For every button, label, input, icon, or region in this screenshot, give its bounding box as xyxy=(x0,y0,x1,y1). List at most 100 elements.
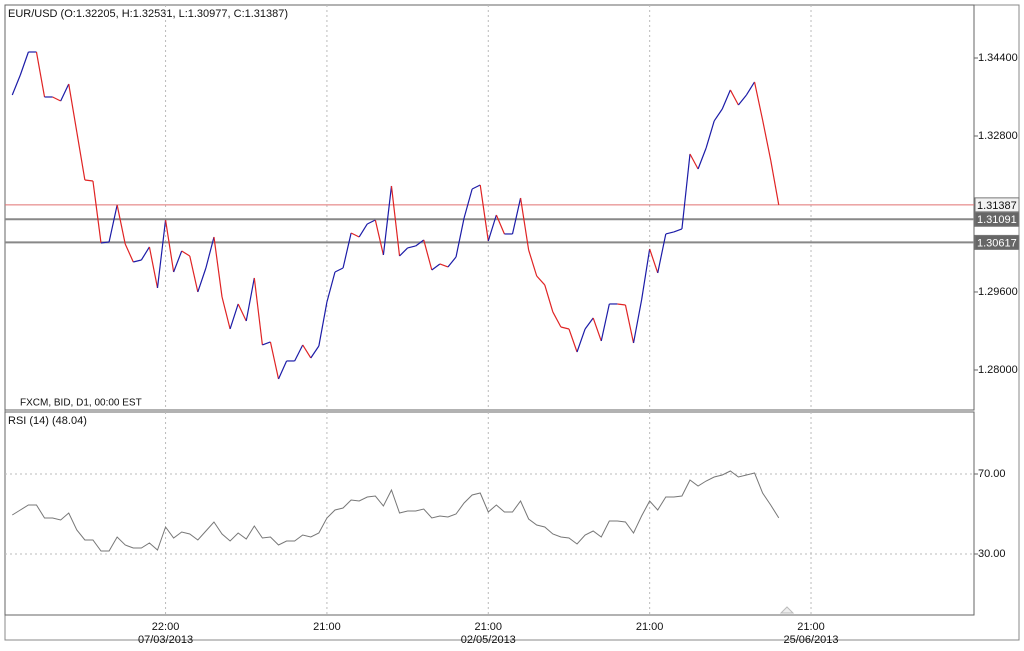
price-segment xyxy=(423,239,433,271)
price-segment xyxy=(617,303,626,306)
price-segment xyxy=(302,344,312,359)
price-segment xyxy=(762,119,772,161)
price-segment xyxy=(729,89,739,106)
x-tick-label: 21:00 xyxy=(797,621,825,633)
x-date-label: 07/03/2013 xyxy=(138,634,193,646)
price-segment xyxy=(479,184,489,242)
price-segment xyxy=(35,51,46,98)
price-segment xyxy=(156,219,167,289)
y-tick-label: 1.32800 xyxy=(978,130,1018,142)
price-segment xyxy=(334,267,344,273)
price-segment xyxy=(366,219,376,225)
price-segment xyxy=(576,328,586,353)
price-segment xyxy=(431,263,441,271)
price-segment xyxy=(649,248,659,274)
price-segment xyxy=(68,83,78,133)
level-tag xyxy=(974,234,1020,250)
rsi-line xyxy=(11,470,780,552)
price-segment xyxy=(657,233,667,274)
price-segment xyxy=(84,179,94,182)
price-segment xyxy=(358,223,368,238)
price-segment xyxy=(350,232,360,238)
rsi-title: RSI (14) (48.04) xyxy=(8,415,87,427)
chart-title: EUR/USD (O:1.32205, H:1.32531, L:1.30977… xyxy=(8,8,288,20)
price-segment xyxy=(487,214,497,242)
price-segment xyxy=(124,243,134,263)
price-segment xyxy=(560,326,570,330)
rsi-panel xyxy=(4,411,975,616)
price-segment xyxy=(568,328,578,353)
price-segment xyxy=(407,245,416,249)
price-segment xyxy=(689,153,699,170)
price-segment xyxy=(536,275,546,286)
source-label: FXCM, BID, D1, 00:00 EST xyxy=(20,398,142,409)
x-tick-label: 21:00 xyxy=(313,621,341,633)
price-segment xyxy=(181,250,191,257)
price-segment xyxy=(471,184,481,190)
price-segment xyxy=(673,228,683,233)
price-segment xyxy=(737,94,747,106)
level-tag xyxy=(974,211,1020,227)
price-segment xyxy=(399,247,409,257)
price-segment xyxy=(697,147,707,170)
y-tick-label: 1.29600 xyxy=(978,286,1018,298)
price-segment xyxy=(374,219,384,256)
price-segment xyxy=(108,204,118,243)
price-segment xyxy=(140,246,150,261)
x-date-label: 02/05/2013 xyxy=(461,634,516,646)
price-segment xyxy=(463,188,473,219)
price-segment xyxy=(294,344,304,362)
price-segment xyxy=(592,317,602,342)
price-segment xyxy=(713,108,723,122)
x-tick-label: 21:00 xyxy=(636,621,664,633)
price-segment xyxy=(229,303,239,330)
x-tick-label: 21:00 xyxy=(475,621,503,633)
price-segment xyxy=(164,219,175,273)
price-segment xyxy=(495,214,505,235)
price-segment xyxy=(447,256,457,268)
price-segment xyxy=(133,259,142,263)
y-tick-label: 70.00 xyxy=(978,468,1006,480)
price-segment xyxy=(770,159,780,205)
price-segment xyxy=(705,120,715,149)
y-tick-label: 30.00 xyxy=(978,548,1006,560)
price-segment xyxy=(100,241,110,244)
price-segment xyxy=(116,204,126,245)
price-segment xyxy=(342,232,352,269)
level-label: 1.31387 xyxy=(977,200,1017,212)
price-segment xyxy=(415,239,425,247)
price-segment xyxy=(624,304,635,344)
price-segment xyxy=(173,250,183,273)
price-segment xyxy=(19,51,29,76)
price-segment xyxy=(681,153,691,230)
price-segment xyxy=(310,345,320,359)
price-segment xyxy=(528,249,538,277)
price-segment xyxy=(76,131,86,181)
marker-icon xyxy=(779,606,795,614)
price-segment xyxy=(584,317,594,330)
price-segment xyxy=(262,341,271,346)
x-tick-label: 22:00 xyxy=(152,621,180,633)
price-segment xyxy=(148,246,159,289)
price-segment xyxy=(197,267,207,293)
price-segment xyxy=(189,255,199,293)
price-segment xyxy=(60,83,70,102)
price-segment xyxy=(745,81,756,96)
price-segment xyxy=(640,248,651,301)
price-segment xyxy=(326,271,336,303)
level-label: 1.30617 xyxy=(977,237,1017,249)
y-tick-label: 1.28000 xyxy=(978,364,1018,376)
frame xyxy=(4,4,1020,641)
price-segment xyxy=(245,277,255,322)
price-segment xyxy=(253,277,263,346)
price-segment xyxy=(753,81,764,121)
price-segment xyxy=(632,299,643,344)
price-segment xyxy=(665,231,675,235)
price-segment xyxy=(382,185,393,256)
price-segment xyxy=(439,263,449,268)
price-segment xyxy=(455,217,465,258)
price-segment xyxy=(552,311,562,328)
x-date-label: 25/06/2013 xyxy=(783,634,838,646)
price-segment xyxy=(52,96,61,102)
